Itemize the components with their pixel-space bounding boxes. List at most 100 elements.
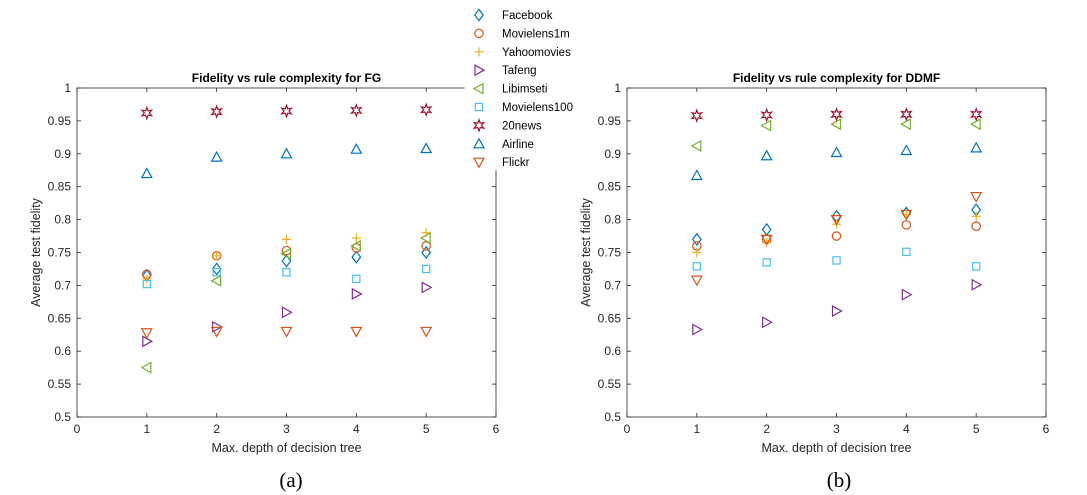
point-movielens100	[421, 264, 431, 274]
y-tick-label: 0.75	[598, 246, 622, 260]
point-libimseti	[900, 118, 911, 131]
legend-label-yahoomovies: Yahoomovies	[502, 47, 571, 59]
point-libimseti	[210, 274, 222, 287]
point-yahoomovies	[142, 274, 152, 284]
point-airline	[830, 146, 843, 158]
legend-label-facebook: Facebook	[502, 10, 553, 22]
point-libimseti	[419, 232, 431, 245]
legend-box	[464, 0, 593, 171]
point-facebook	[351, 250, 362, 264]
point-20news	[969, 106, 983, 122]
point-tafeng	[142, 335, 154, 348]
point-20news	[140, 105, 154, 121]
point-flickr	[420, 326, 433, 338]
y-tick-label: 0.55	[48, 377, 72, 391]
point-libimseti	[969, 118, 981, 131]
point-facebook	[211, 262, 222, 276]
point-flickr	[690, 275, 703, 287]
y-tick-label: 0.7	[604, 278, 621, 292]
legend-marker-yahoomovies	[474, 47, 484, 57]
data-marks-fg	[140, 102, 433, 374]
y-tick-labels-ddmf: 0.5 0.55 0.6 0.65 0.7 0.75 0.8 0.85 0.9 0.95 1	[598, 81, 622, 424]
y-axis-label-ddmf: Average test fidelity	[579, 197, 593, 307]
legend-marker-20news	[472, 118, 486, 133]
point-yahoomovies	[212, 251, 222, 261]
x-tick-label: 1	[143, 422, 150, 436]
y-tick-label: 0.65	[48, 311, 72, 325]
point-movielens100	[902, 247, 911, 257]
axes-box-fg	[76, 87, 497, 418]
point-tafeng	[971, 278, 983, 291]
y-tick-label: 0.65	[598, 311, 622, 325]
legend-label-movielens100: Movielens100	[502, 102, 573, 114]
axes-box-ddmf	[626, 87, 1047, 418]
point-tafeng	[762, 316, 773, 329]
point-airline	[420, 142, 433, 154]
point-yahoomovies	[971, 211, 981, 221]
y-tick-label: 0.8	[54, 213, 71, 227]
y-tick-label: 0.55	[598, 377, 622, 391]
y-tick-label: 0.5	[604, 410, 621, 424]
legend-label-airline: Airline	[502, 139, 534, 151]
point-yahoomovies	[281, 234, 292, 244]
y-tick-label: 0.6	[54, 344, 71, 358]
y-tick-label: 0.85	[598, 180, 622, 194]
x-tick-label: 6	[1043, 422, 1050, 436]
point-flickr	[760, 234, 773, 246]
y-tick-label: 0.8	[604, 213, 621, 227]
x-tick-label: 6	[493, 422, 500, 436]
point-movielens100	[352, 274, 361, 284]
legend-marker-facebook	[474, 8, 484, 22]
point-movielens100	[971, 262, 981, 271]
point-movielens1m	[421, 241, 431, 251]
legend-marker-movielens100	[474, 102, 484, 112]
point-tafeng	[351, 287, 363, 300]
legend-marker-movielens1m	[474, 28, 484, 39]
legend-label-libimseti: Libimseti	[502, 84, 547, 96]
point-movielens100	[832, 256, 841, 265]
point-tafeng	[421, 281, 433, 294]
x-tick-label: 2	[763, 422, 770, 436]
y-tick-label: 1	[64, 81, 71, 95]
point-libimseti	[280, 247, 292, 260]
y-tick-label: 0.5	[54, 410, 71, 424]
x-tick-labels-ddmf: 0 1 2 3 4 5 6	[624, 422, 1050, 436]
point-libimseti	[140, 361, 152, 374]
point-20news	[210, 104, 224, 120]
point-movielens1m	[901, 220, 912, 230]
plot-area-ddmf	[627, 88, 1046, 417]
y-tick-label: 0.6	[604, 344, 621, 358]
point-movielens100	[282, 268, 291, 277]
point-20news	[280, 103, 293, 119]
point-flickr	[350, 326, 363, 338]
point-airline	[210, 150, 223, 162]
x-tick-label: 5	[423, 422, 430, 436]
point-tafeng	[692, 323, 704, 336]
point-tafeng	[212, 320, 223, 333]
point-movielens100	[692, 262, 702, 271]
point-airline	[690, 169, 703, 181]
point-flickr	[280, 326, 293, 338]
chart-title-ddmf: Fidelity vs rule complexity for DDMF	[733, 71, 940, 85]
x-tick-label: 3	[833, 422, 840, 436]
plot-area-fg	[77, 88, 496, 417]
point-yahoomovies	[762, 238, 772, 248]
legend-items: Facebook Movielens1m Yahoomovies Tafeng Libi…	[472, 8, 573, 169]
legend: Facebook Movielens1m Yahoomovies Tafeng Libi…	[464, 0, 593, 171]
point-airline	[350, 142, 363, 154]
point-movielens100	[142, 279, 152, 289]
panel-caption-a: (a)	[279, 468, 302, 492]
point-airline	[280, 147, 293, 159]
x-tick-label: 0	[624, 422, 631, 436]
legend-marker-tafeng	[474, 64, 486, 77]
point-libimseti	[830, 118, 842, 131]
y-tick-label: 0.9	[604, 147, 621, 161]
point-20news	[760, 107, 774, 123]
legend-label-movielens1m: Movielens1m	[502, 28, 570, 40]
x-tick-labels-fg: 0 1 2 3 4 5 6	[74, 422, 500, 436]
point-facebook	[691, 232, 702, 246]
legend-marker-libimseti	[472, 82, 484, 95]
point-yahoomovies	[351, 233, 361, 243]
panel-fg: Fidelity vs rule complexity for FG 0 1 2 3 4…	[29, 71, 500, 492]
y-tick-label: 0.7	[54, 278, 71, 292]
